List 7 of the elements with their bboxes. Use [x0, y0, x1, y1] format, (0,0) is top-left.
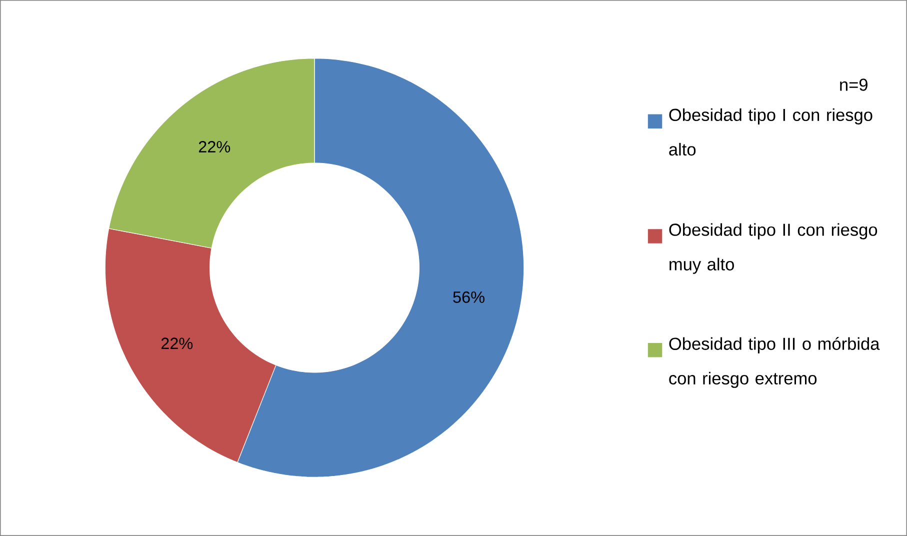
legend-label: Obesidad tipo I con riesgo alto — [669, 108, 872, 156]
data-label: 56% — [453, 291, 484, 303]
data-label: 22% — [198, 141, 230, 152]
legend-label: Obesidad tipo III o mórbida con riesgo extremo — [669, 337, 880, 388]
legend-label: Obesidad tipo II con riesgo muy alto — [669, 223, 878, 274]
legend-title: n=9 — [840, 78, 868, 91]
data-label: 22% — [161, 338, 193, 350]
